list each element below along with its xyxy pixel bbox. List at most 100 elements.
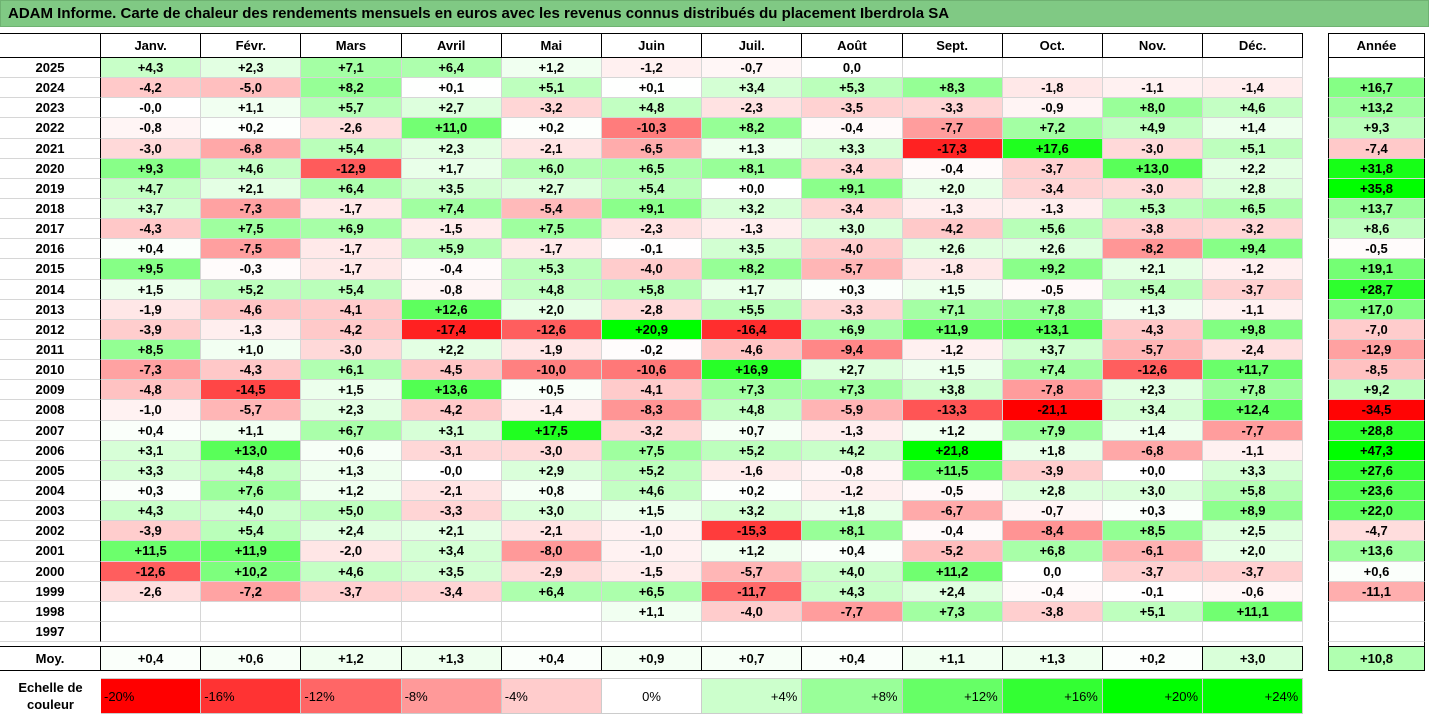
heatmap-cell: +1,0 <box>201 339 302 361</box>
year-label: 2006 <box>0 440 101 461</box>
heatmap-cell: +0,3 <box>1102 501 1204 522</box>
year-label: 2020 <box>0 158 101 179</box>
heatmap-cell: -14,5 <box>201 380 302 401</box>
annual-cell: +28,8 <box>1328 420 1425 441</box>
heatmap-cell: +5,0 <box>301 501 402 522</box>
month-header: Oct. <box>1002 33 1103 58</box>
heatmap-cell <box>1102 58 1204 79</box>
heatmap-cell: +0,4 <box>101 420 202 441</box>
heatmap-cell: +7,9 <box>1002 420 1103 441</box>
heatmap-cell: -3,2 <box>1203 219 1304 240</box>
heatmap-cell: -6,5 <box>601 138 703 159</box>
heatmap-cell: -4,2 <box>101 78 202 99</box>
heatmap-cell: -1,5 <box>601 561 703 582</box>
heatmap-cell: +5,9 <box>401 239 502 260</box>
heatmap-cell: +0,0 <box>702 178 803 199</box>
annual-cell: -12,9 <box>1328 339 1425 361</box>
heatmap-cell: +0,4 <box>101 239 202 260</box>
separator <box>201 642 302 647</box>
heatmap-cell: +9,3 <box>101 158 202 179</box>
heatmap-cell: +1,1 <box>601 601 703 622</box>
heatmap-cell: -3,4 <box>802 198 903 220</box>
heatmap-cell: +13,1 <box>1002 319 1103 340</box>
annual-cell <box>1328 601 1425 622</box>
heatmap-cell: +11,0 <box>401 118 502 139</box>
heatmap-cell: -5,0 <box>201 78 302 99</box>
heatmap-cell: -1,0 <box>601 541 703 562</box>
heatmap-cell: -0,3 <box>201 259 302 280</box>
heatmap-cell: +7,3 <box>802 380 903 401</box>
scale-swatch: -4% <box>501 678 602 714</box>
heatmap-cell: +3,4 <box>702 78 803 99</box>
heatmap-cell: +2,3 <box>201 58 302 79</box>
scale-swatch: 0% <box>601 678 703 714</box>
year-label: 1997 <box>0 621 101 643</box>
heatmap-cell: -5,2 <box>902 541 1003 562</box>
heatmap-cell: -1,4 <box>1203 78 1304 99</box>
heatmap-cell: +9,1 <box>601 198 703 220</box>
heatmap-cell: -3,1 <box>401 440 502 461</box>
heatmap-cell: -0,2 <box>601 339 703 361</box>
heatmap-cell: -1,9 <box>501 339 602 361</box>
heatmap-cell: -3,9 <box>101 521 202 542</box>
heatmap-cell: -1,3 <box>702 219 803 240</box>
average-cell: +0,4 <box>802 646 903 672</box>
heatmap-cell: +2,7 <box>401 98 502 119</box>
heatmap-cell: -8,2 <box>1102 239 1204 260</box>
year-label: 2025 <box>0 58 101 79</box>
month-header: Févr. <box>201 33 302 58</box>
heatmap-cell: -1,2 <box>601 58 703 79</box>
heatmap-cell: +2,2 <box>401 339 502 361</box>
month-header: Mai <box>501 33 602 58</box>
heatmap-cell: +1,7 <box>702 279 803 300</box>
annual-cell <box>1328 621 1425 643</box>
heatmap-cell: +4,3 <box>101 501 202 522</box>
heatmap-cell <box>1203 58 1304 79</box>
heatmap-cell: -3,7 <box>301 581 402 602</box>
heatmap-cell: -7,8 <box>1002 380 1103 401</box>
heatmap-cell: +5,2 <box>601 460 703 481</box>
heatmap-cell: +8,2 <box>301 78 402 99</box>
heatmap-cell: -4,3 <box>1102 319 1204 340</box>
year-label: 2003 <box>0 501 101 522</box>
heatmap-cell <box>601 621 703 643</box>
month-header: Nov. <box>1102 33 1204 58</box>
year-label: 2004 <box>0 480 101 502</box>
heatmap-cell: +9,5 <box>101 259 202 280</box>
heatmap-cell: +1,5 <box>101 279 202 300</box>
heatmap-cell: +8,5 <box>101 339 202 361</box>
heatmap-cell: +4,0 <box>201 501 302 522</box>
heatmap-cell: +7,1 <box>902 299 1003 320</box>
heatmap-cell: -1,5 <box>401 219 502 240</box>
heatmap-cell: +6,5 <box>1203 198 1304 220</box>
heatmap-cell: -2,0 <box>301 541 402 562</box>
heatmap-cell: -4,8 <box>101 380 202 401</box>
heatmap-cell: +2,1 <box>201 178 302 199</box>
heatmap-cell: -12,6 <box>501 319 602 340</box>
heatmap-cell: +5,4 <box>601 178 703 199</box>
heatmap-cell: +7,1 <box>301 58 402 79</box>
heatmap-cell: +5,4 <box>301 138 402 159</box>
heatmap-cell: +1,4 <box>1203 118 1304 139</box>
year-label: 2013 <box>0 299 101 320</box>
heatmap-cell: +0,3 <box>101 480 202 502</box>
year-label: 1999 <box>0 581 101 602</box>
year-label: 2008 <box>0 400 101 421</box>
heatmap-cell: -5,7 <box>802 259 903 280</box>
heatmap-cell: -3,5 <box>802 98 903 119</box>
heatmap-cell: -7,5 <box>201 239 302 260</box>
heatmap-cell: -11,7 <box>702 581 803 602</box>
heatmap-cell: +2,0 <box>501 299 602 320</box>
year-label: 2010 <box>0 360 101 381</box>
year-label: 2007 <box>0 420 101 441</box>
heatmap-cell: -4,1 <box>301 299 402 320</box>
heatmap-cell: -0,4 <box>902 521 1003 542</box>
heatmap-cell: +8,0 <box>1102 98 1204 119</box>
year-label: 2012 <box>0 319 101 340</box>
heatmap-cell: +1,2 <box>702 541 803 562</box>
heatmap-cell: -1,0 <box>601 521 703 542</box>
heatmap-cell: -1,2 <box>802 480 903 502</box>
scale-swatch: -20% <box>101 678 202 714</box>
month-header: Juil. <box>702 33 803 58</box>
heatmap-cell: +8,1 <box>702 158 803 179</box>
